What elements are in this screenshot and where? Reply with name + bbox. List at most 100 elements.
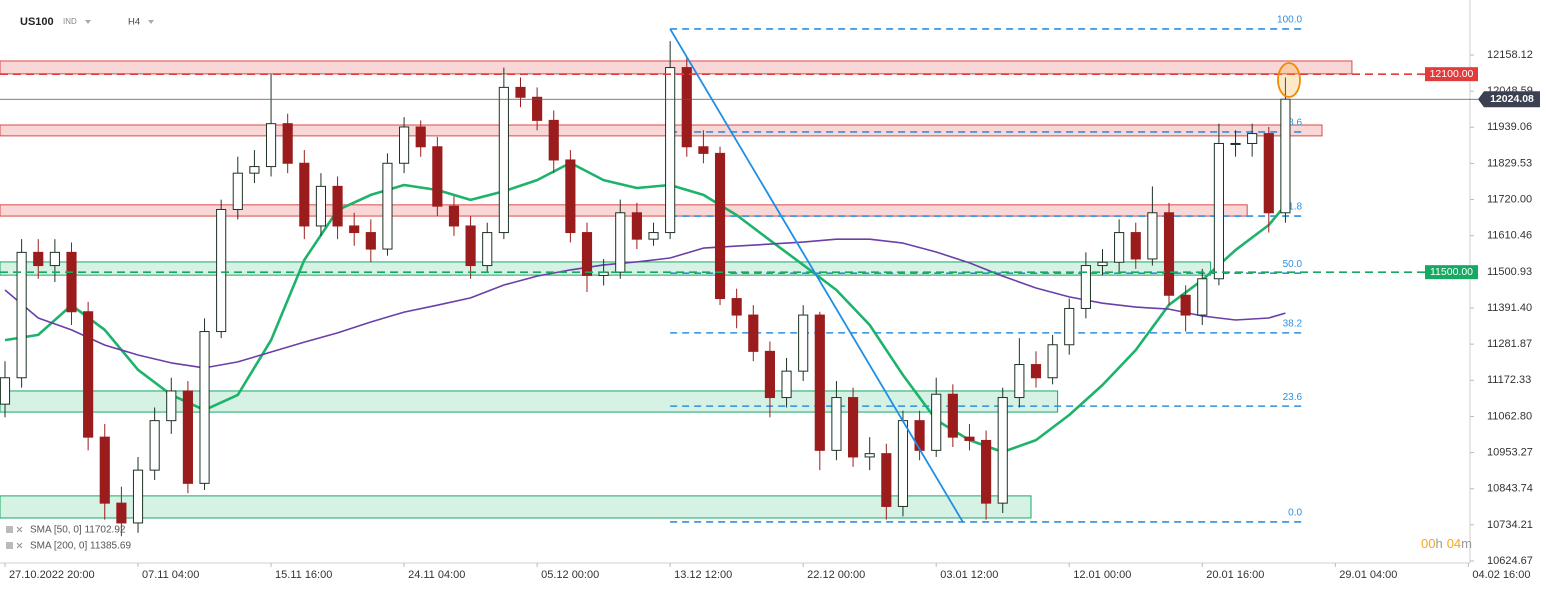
candle-body	[515, 86, 526, 98]
price-level-tag	[1425, 67, 1478, 82]
zone	[0, 60, 1353, 75]
fib-label: 50.0	[1283, 259, 1303, 270]
legend-swatch	[6, 542, 13, 549]
y-tick-label: 10734.21	[1487, 519, 1533, 531]
y-tick-label: 12158.12	[1487, 49, 1533, 61]
y-tick-label: 11172.33	[1487, 374, 1531, 386]
candle-body	[615, 212, 626, 273]
dropdown-arrow[interactable]	[85, 20, 91, 24]
x-tick-label: 15.11 16:00	[275, 569, 332, 581]
candle-body	[116, 502, 127, 524]
candle-body	[1197, 278, 1208, 316]
candle-body	[864, 453, 875, 458]
fib-label: 61.8	[1283, 202, 1303, 213]
candle-body	[49, 251, 60, 267]
candle-body	[1030, 364, 1042, 379]
x-tick-label: 27.10.2022 20:00	[9, 569, 95, 581]
x-tick-label: 24.11 04:00	[408, 569, 465, 581]
candle-body	[498, 86, 509, 234]
candle-body	[1263, 133, 1274, 214]
x-tick-label: 20.01 16:00	[1206, 569, 1264, 581]
candle-body	[681, 67, 692, 148]
candle-body	[182, 390, 193, 484]
y-tick-label: 10843.74	[1487, 483, 1533, 495]
x-tick-label: 13.12 12:00	[674, 569, 732, 581]
last-price-tag	[1478, 91, 1540, 108]
candle-body	[814, 314, 825, 451]
legend-label: SMA [200, 0] 11385.69	[30, 541, 131, 552]
fibonacci: 100.0 78.6 61.8 50.0 38.2 23.6 0.0	[670, 15, 1303, 523]
candle-body	[1163, 212, 1175, 296]
y-tick-label: 11391.40	[1487, 302, 1532, 314]
timer-hours: 00	[1421, 536, 1435, 551]
candle-body	[415, 126, 426, 148]
timeframe[interactable]: H4	[128, 17, 140, 28]
candle-body	[1014, 364, 1025, 399]
y-tick-label: 10953.27	[1487, 446, 1533, 458]
timer-unit: m	[1461, 536, 1472, 551]
timer: 00h 04m	[1421, 536, 1472, 551]
legend-swatch	[6, 526, 13, 533]
dropdown-arrow[interactable]	[148, 20, 154, 24]
candle-body	[199, 331, 210, 484]
x-tick-label: 03.01 12:00	[940, 569, 998, 581]
candle-body	[432, 146, 443, 207]
candle-body	[631, 212, 642, 240]
candle-body	[698, 146, 709, 154]
candle-body	[897, 420, 909, 507]
candle-body	[964, 436, 975, 441]
sma-line	[4, 161, 1287, 454]
x-tick-label: 05.12 00:00	[541, 569, 599, 581]
fib-label: 23.6	[1283, 392, 1303, 403]
candle-body	[847, 397, 859, 458]
x-tick-label: 12.01 00:00	[1073, 569, 1131, 581]
candle-body	[216, 208, 227, 333]
axes: 12158.1212048.5911939.0611829.5311720.00…	[0, 0, 1533, 581]
price-level-label: 12100.00	[1430, 68, 1474, 80]
overlays	[0, 28, 1478, 523]
candle-body	[16, 251, 27, 379]
candle-body	[764, 350, 775, 399]
y-tick-label: 11062.80	[1487, 410, 1532, 422]
candle-body	[665, 67, 676, 234]
highlight-circle	[1277, 62, 1301, 98]
last-price-label: 12024.08	[1490, 93, 1534, 105]
x-tick-label: 07.11 04:00	[142, 569, 199, 581]
legend-close[interactable]	[16, 542, 23, 549]
candles	[0, 41, 1291, 537]
candle-body	[249, 166, 260, 174]
timer-minutes: 04	[1447, 536, 1461, 551]
candle-body	[714, 152, 726, 300]
candle-body	[349, 225, 360, 234]
timer-unit: h	[1435, 536, 1442, 551]
candle-body	[831, 397, 842, 451]
y-tick-label: 11829.53	[1487, 157, 1532, 169]
candle-body	[99, 436, 110, 504]
candle-body	[1130, 232, 1141, 260]
candle-body	[931, 393, 942, 451]
candle-body	[33, 251, 44, 267]
candle-body	[648, 232, 659, 240]
candle-body	[947, 393, 958, 438]
candle-body	[1213, 142, 1224, 280]
candle-body	[1147, 212, 1158, 260]
legend-close[interactable]	[16, 526, 23, 533]
candle-body	[731, 298, 742, 316]
legend-label: SMA [50, 0] 11702.92	[30, 525, 126, 536]
price-level-tag	[1425, 265, 1478, 280]
candle-body	[149, 420, 160, 471]
symbol[interactable]: US100	[20, 16, 54, 28]
candle-body	[132, 469, 144, 524]
candle-body	[1280, 98, 1291, 214]
candle-body	[1114, 232, 1125, 263]
candle-body	[166, 390, 177, 422]
candle-body	[532, 96, 543, 121]
candle-body	[465, 225, 476, 267]
candle-body	[315, 185, 327, 227]
candle-body	[365, 232, 376, 250]
candle-body	[482, 232, 493, 267]
x-tick-label: 22.12 00:00	[807, 569, 865, 581]
zone	[0, 495, 1032, 519]
fib-label: 38.2	[1283, 319, 1303, 330]
